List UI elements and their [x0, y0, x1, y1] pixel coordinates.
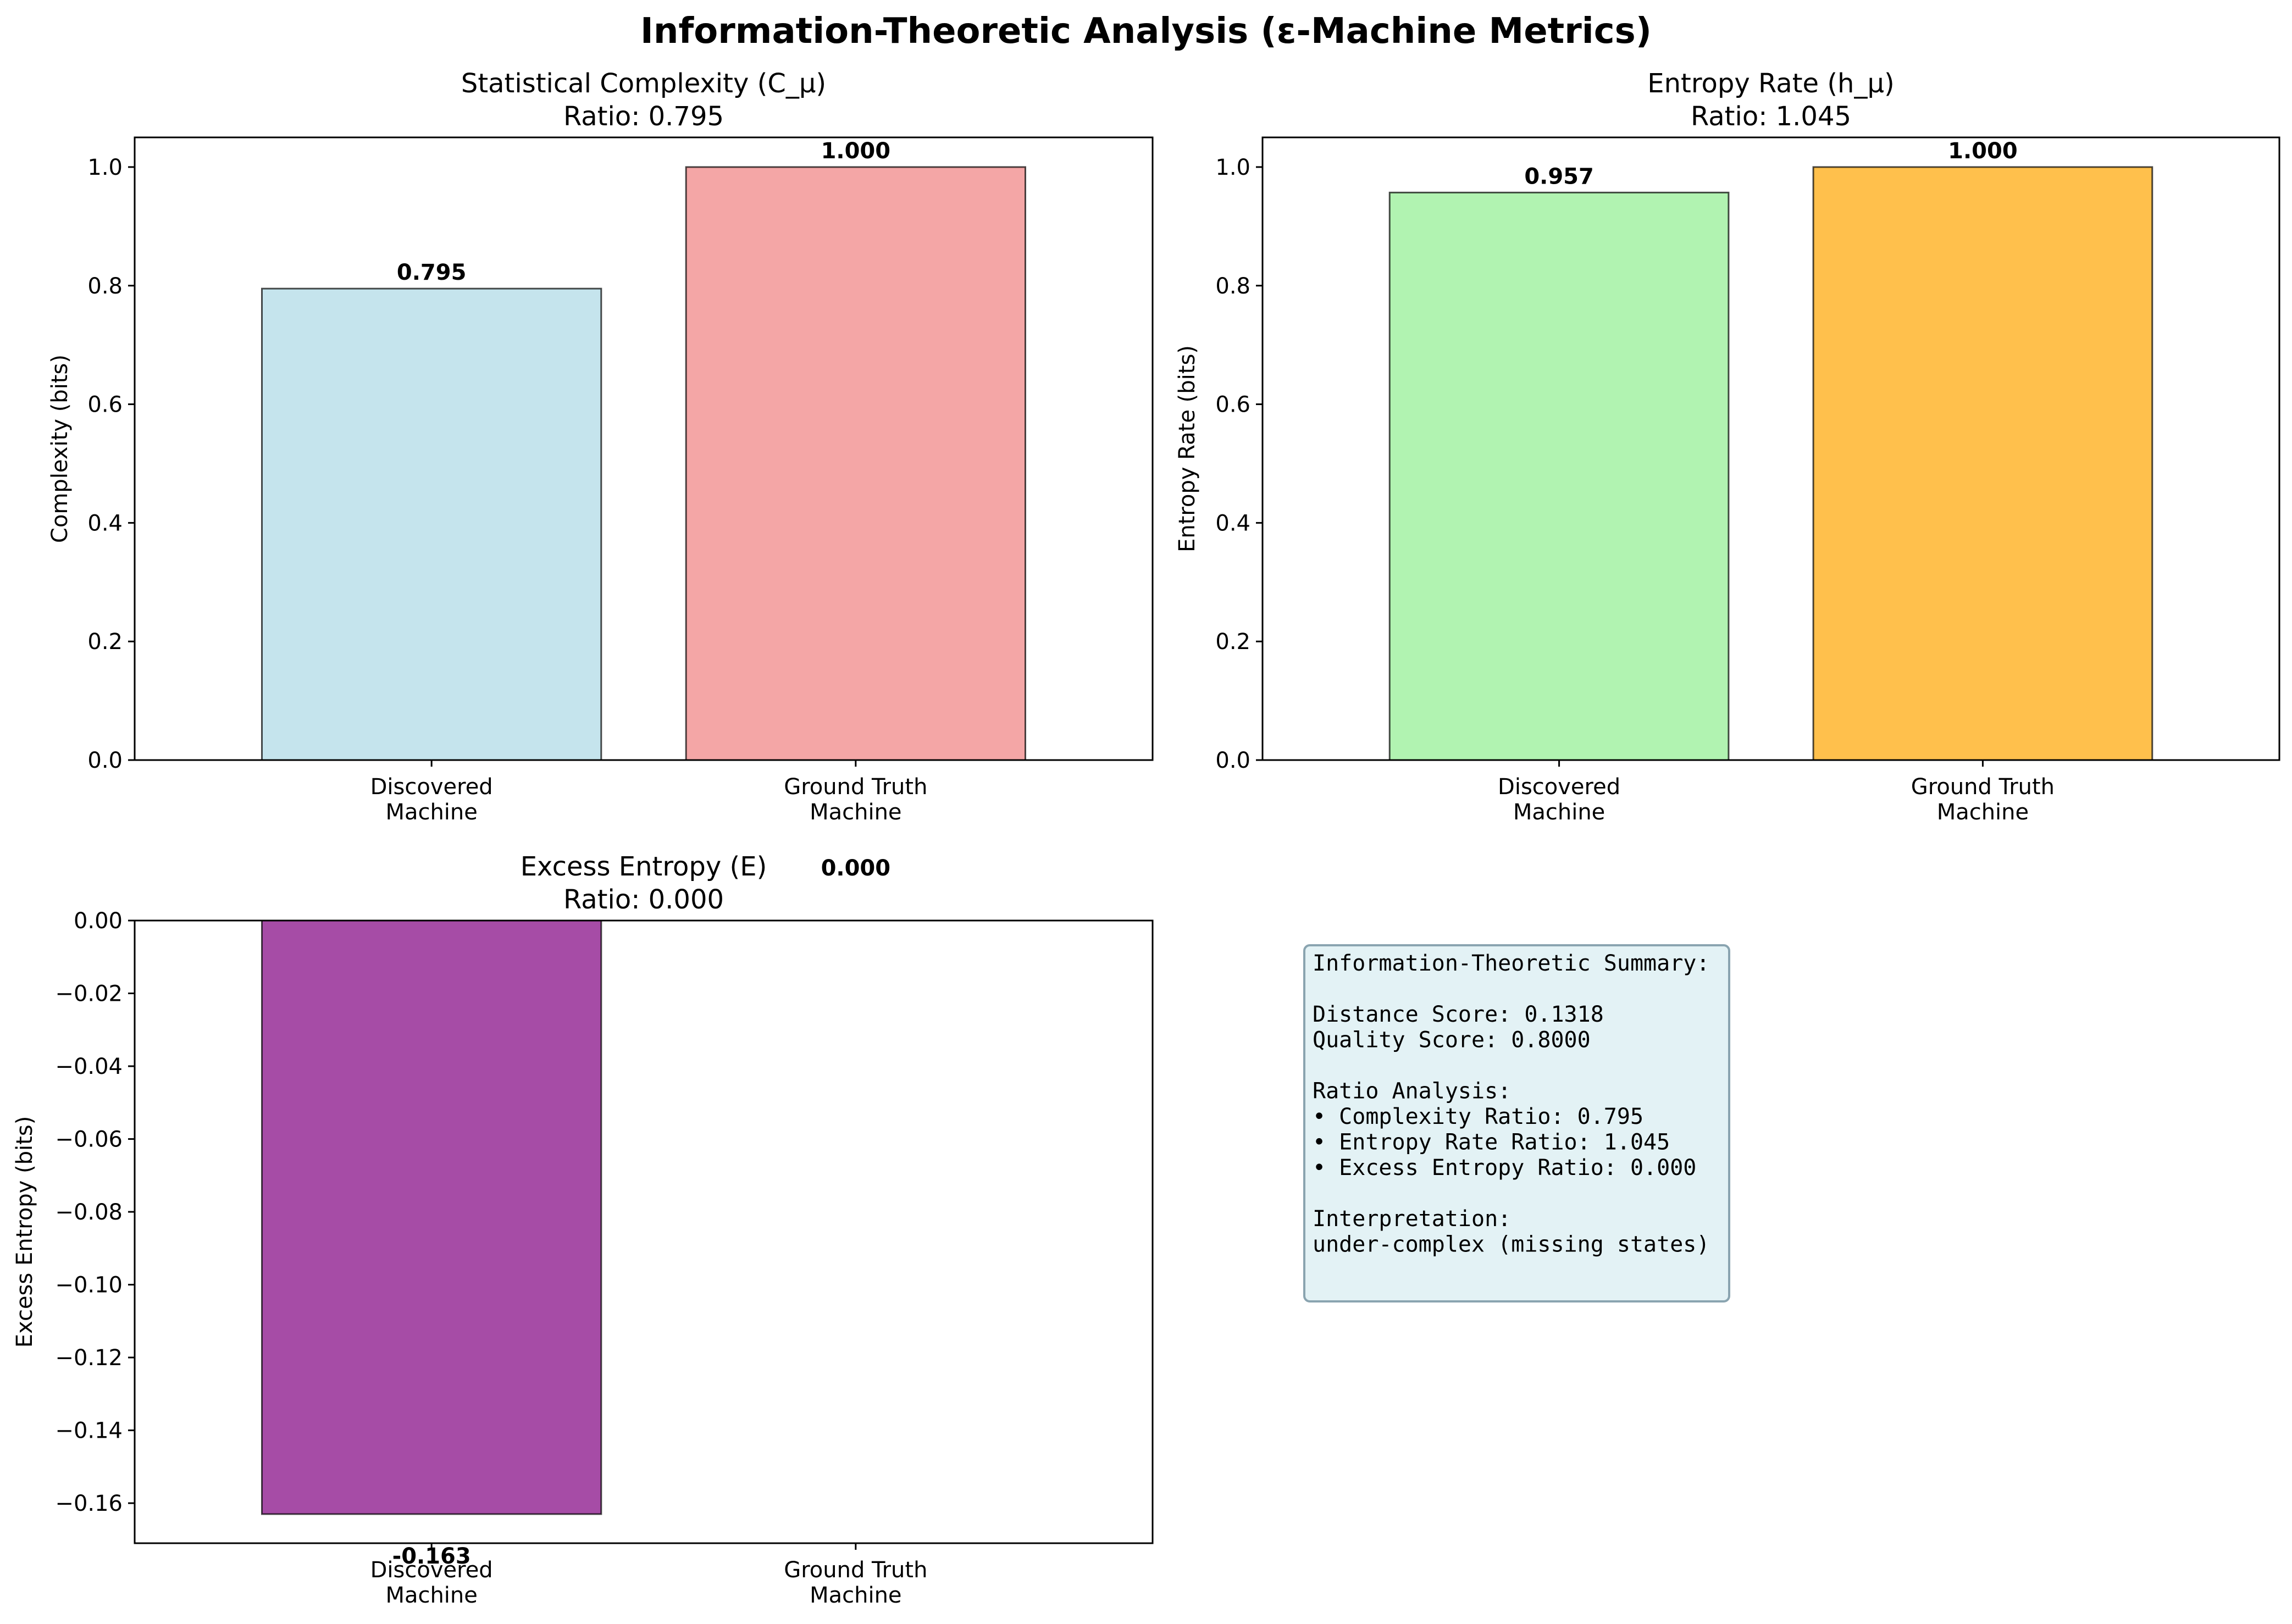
y-tick-label: −0.08 — [55, 1200, 123, 1225]
y-tick-label: 0.0 — [1215, 748, 1250, 773]
summary-line: • Complexity Ratio: 0.795 — [1313, 1104, 1643, 1129]
bar-1 — [261, 287, 602, 761]
y-tick-label: 0.6 — [87, 392, 123, 418]
bar-2 — [685, 166, 1026, 761]
panel-subtitle: Ratio: 0.795 — [563, 101, 724, 132]
y-tick-label: 0.00 — [74, 908, 123, 934]
summary-line: Quality Score: 0.8000 — [1313, 1028, 1591, 1053]
x-tick-label: Discovered Machine — [370, 774, 493, 825]
summary-line: Ratio Analysis: — [1313, 1079, 1511, 1104]
summary-line: under-complex (missing states) — [1313, 1232, 1709, 1257]
y-axis-label: Entropy Rate (bits) — [1175, 345, 1200, 552]
y-tick-label: −0.12 — [55, 1345, 123, 1371]
y-tick-label: 0.6 — [1215, 392, 1250, 418]
axes-frame — [1261, 136, 2280, 761]
y-tick-label: −0.10 — [55, 1273, 123, 1298]
chart-panels: Statistical Complexity (C_μ)Ratio: 0.795… — [12, 68, 2280, 1608]
summary-line: • Excess Entropy Ratio: 0.000 — [1313, 1155, 1696, 1180]
y-tick-label: −0.04 — [55, 1054, 123, 1079]
y-tick-label: −0.02 — [55, 982, 123, 1007]
bar-value-label: 0.957 — [1524, 164, 1594, 189]
bar-1 — [261, 919, 602, 1515]
y-axis-label: Excess Entropy (bits) — [12, 1116, 37, 1348]
y-tick-label: −0.06 — [55, 1127, 123, 1152]
x-tick-label: Discovered Machine — [370, 1558, 493, 1608]
x-tick-label: Ground Truth Machine — [1911, 774, 2055, 825]
chart-panel-2: Entropy Rate (h_μ)Ratio: 1.045 0.957 1.000… — [1175, 68, 2280, 825]
panel-title: Entropy Rate (h_μ) — [1647, 68, 1894, 99]
summary-line: Distance Score: 0.1318 — [1313, 1002, 1604, 1027]
y-tick-label: −0.14 — [55, 1418, 123, 1444]
y-tick-label: 0.8 — [87, 274, 123, 299]
panel-subtitle: Ratio: 1.045 — [1691, 101, 1851, 132]
panel-subtitle: Ratio: 0.000 — [563, 884, 724, 915]
y-tick-label: 0.4 — [1215, 511, 1250, 536]
panel-title: Statistical Complexity (C_μ) — [461, 68, 826, 99]
y-tick-label: 0.8 — [1215, 274, 1250, 299]
y-tick-label: −0.16 — [55, 1491, 123, 1516]
chart-panel-3: Excess Entropy (E)Ratio: 0.000-0.1630.00… — [12, 851, 1154, 1608]
bar-2 — [1812, 166, 2153, 761]
x-tick-label: Ground Truth Machine — [784, 1558, 927, 1608]
bar-value-label: 0.795 — [397, 260, 467, 285]
axes-frame — [134, 136, 1154, 761]
y-axis-label: Complexity (bits) — [47, 354, 73, 543]
figure-title: Information-Theoretic Analysis (ε-Machin… — [640, 11, 1652, 52]
bar-value-label: 0.000 — [821, 856, 891, 881]
y-tick-label: 1.0 — [1215, 155, 1250, 180]
y-tick-label: 0.0 — [87, 748, 123, 773]
panel-title: Excess Entropy (E) — [521, 851, 767, 882]
x-tick-label: Ground Truth Machine — [784, 774, 927, 825]
bar-value-label: 1.000 — [1948, 138, 2018, 164]
y-tick-label: 0.2 — [87, 629, 123, 655]
summary-box-frame — [1303, 944, 1730, 1302]
summary-line: Information-Theoretic Summary: — [1313, 951, 1709, 976]
y-tick-label: 0.4 — [87, 511, 123, 536]
summary-box: Information-Theoretic Summary: Distance S… — [1303, 944, 1730, 1302]
bar-value-label: 1.000 — [821, 138, 891, 164]
chart-panel-1: Statistical Complexity (C_μ)Ratio: 0.795… — [47, 68, 1154, 825]
y-tick-label: 1.0 — [87, 155, 123, 180]
axes-frame — [134, 919, 1154, 1544]
y-tick-label: 0.2 — [1215, 629, 1250, 655]
summary-line: • Entropy Rate Ratio: 1.045 — [1313, 1130, 1670, 1155]
summary-line: Interpretation: — [1313, 1206, 1511, 1232]
bar-1 — [1388, 191, 1730, 761]
x-tick-label: Discovered Machine — [1498, 774, 1620, 825]
